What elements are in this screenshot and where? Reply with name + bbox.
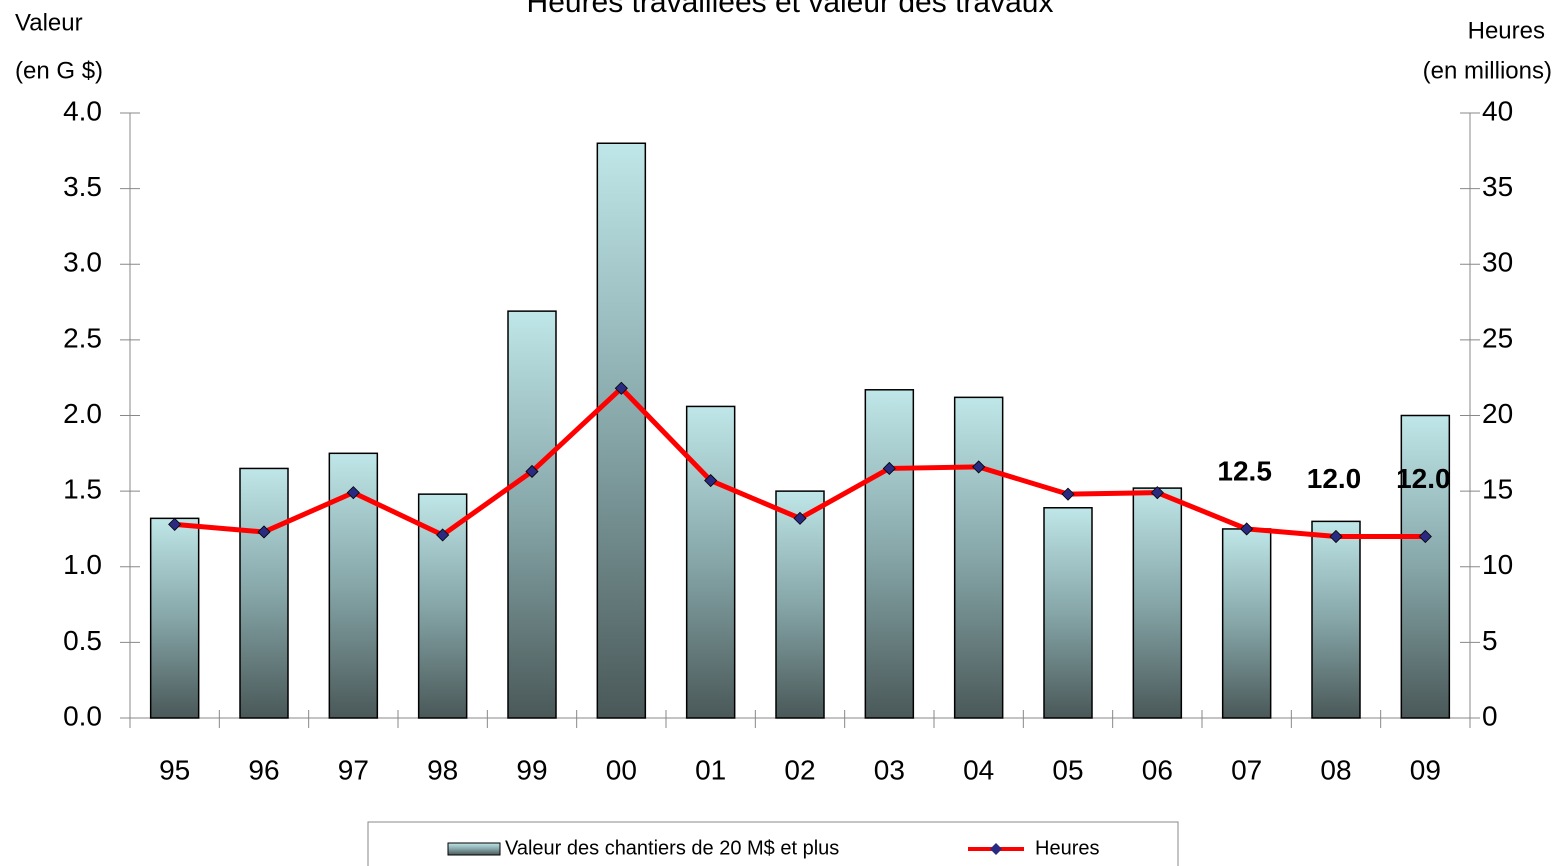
x-tick-label: 00 xyxy=(606,754,637,785)
y-tick-label: 4.0 xyxy=(63,95,102,126)
chart-title: Heures travaillées et valeur des travaux xyxy=(527,0,1054,19)
bar xyxy=(1223,529,1271,718)
y-axis-title: (en G $) xyxy=(15,57,103,84)
y2-tick-label: 20 xyxy=(1482,398,1513,429)
bar xyxy=(1401,416,1449,719)
y2-tick-label: 35 xyxy=(1482,171,1513,202)
y2-axis-title: (en millions) xyxy=(1423,57,1552,84)
y-tick-label: 0.0 xyxy=(63,700,102,731)
x-tick-label: 02 xyxy=(784,754,815,785)
x-tick-label: 01 xyxy=(695,754,726,785)
y-tick-label: 2.0 xyxy=(63,398,102,429)
x-tick-label: 99 xyxy=(516,754,547,785)
x-tick-label: 03 xyxy=(874,754,905,785)
x-tick-label: 07 xyxy=(1231,754,1262,785)
y2-axis-title: Heures xyxy=(1468,17,1545,44)
data-label: 12.0 xyxy=(1307,463,1362,494)
bar xyxy=(955,397,1003,718)
y-tick-label: 3.0 xyxy=(63,247,102,278)
legend-label: Heures xyxy=(1035,837,1099,859)
x-tick-label: 06 xyxy=(1142,754,1173,785)
x-tick-label: 05 xyxy=(1052,754,1083,785)
y-tick-label: 0.5 xyxy=(63,625,102,656)
legend-label: Valeur des chantiers de 20 M$ et plus xyxy=(505,837,839,859)
legend-swatch xyxy=(448,843,500,855)
y-tick-label: 2.5 xyxy=(63,322,102,353)
y-axis-title: Valeur xyxy=(15,9,83,36)
bar xyxy=(597,143,645,718)
bar xyxy=(240,468,288,718)
bar xyxy=(687,406,735,718)
y2-tick-label: 25 xyxy=(1482,322,1513,353)
bar xyxy=(508,311,556,718)
y2-tick-label: 30 xyxy=(1482,247,1513,278)
x-tick-label: 97 xyxy=(338,754,369,785)
y-tick-label: 1.5 xyxy=(63,474,102,505)
y2-tick-label: 40 xyxy=(1482,95,1513,126)
y-tick-label: 3.5 xyxy=(63,171,102,202)
y2-tick-label: 5 xyxy=(1482,625,1498,656)
bar xyxy=(1044,508,1092,718)
chart: Heures travaillées et valeur des travaux… xyxy=(0,0,1562,866)
data-label: 12.0 xyxy=(1396,463,1451,494)
bar xyxy=(776,491,824,718)
bar xyxy=(1312,521,1360,718)
y2-tick-label: 0 xyxy=(1482,700,1498,731)
bar xyxy=(865,390,913,718)
x-tick-label: 04 xyxy=(963,754,994,785)
y-tick-label: 1.0 xyxy=(63,549,102,580)
x-tick-label: 96 xyxy=(248,754,279,785)
x-tick-label: 09 xyxy=(1410,754,1441,785)
bar xyxy=(1133,488,1181,718)
bar xyxy=(151,518,199,718)
y2-tick-label: 15 xyxy=(1482,474,1513,505)
line-marker xyxy=(1062,488,1074,500)
y2-tick-label: 10 xyxy=(1482,549,1513,580)
x-tick-label: 95 xyxy=(159,754,190,785)
data-label: 12.5 xyxy=(1217,455,1272,486)
x-tick-label: 98 xyxy=(427,754,458,785)
x-tick-label: 08 xyxy=(1320,754,1351,785)
